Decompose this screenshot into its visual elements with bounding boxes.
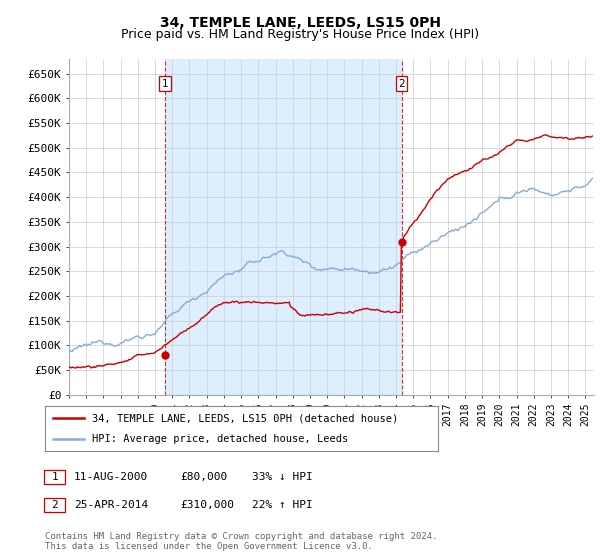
Text: 1: 1 — [162, 78, 169, 88]
Text: 34, TEMPLE LANE, LEEDS, LS15 0PH (detached house): 34, TEMPLE LANE, LEEDS, LS15 0PH (detach… — [92, 413, 398, 423]
Bar — [166, 59, 401, 395]
Text: 1: 1 — [52, 472, 58, 482]
Text: 22% ↑ HPI: 22% ↑ HPI — [252, 500, 313, 510]
Text: £310,000: £310,000 — [180, 500, 234, 510]
Text: 11-AUG-2000: 11-AUG-2000 — [74, 472, 148, 482]
Text: Contains HM Land Registry data © Crown copyright and database right 2024.
This d: Contains HM Land Registry data © Crown c… — [45, 532, 437, 552]
Text: 33% ↓ HPI: 33% ↓ HPI — [252, 472, 313, 482]
Text: 34, TEMPLE LANE, LEEDS, LS15 0PH: 34, TEMPLE LANE, LEEDS, LS15 0PH — [160, 16, 440, 30]
Text: 25-APR-2014: 25-APR-2014 — [74, 500, 148, 510]
Text: 2: 2 — [52, 500, 58, 510]
Text: £80,000: £80,000 — [180, 472, 227, 482]
Text: 2: 2 — [398, 78, 405, 88]
Text: Price paid vs. HM Land Registry's House Price Index (HPI): Price paid vs. HM Land Registry's House … — [121, 28, 479, 41]
Text: HPI: Average price, detached house, Leeds: HPI: Average price, detached house, Leed… — [92, 433, 349, 444]
